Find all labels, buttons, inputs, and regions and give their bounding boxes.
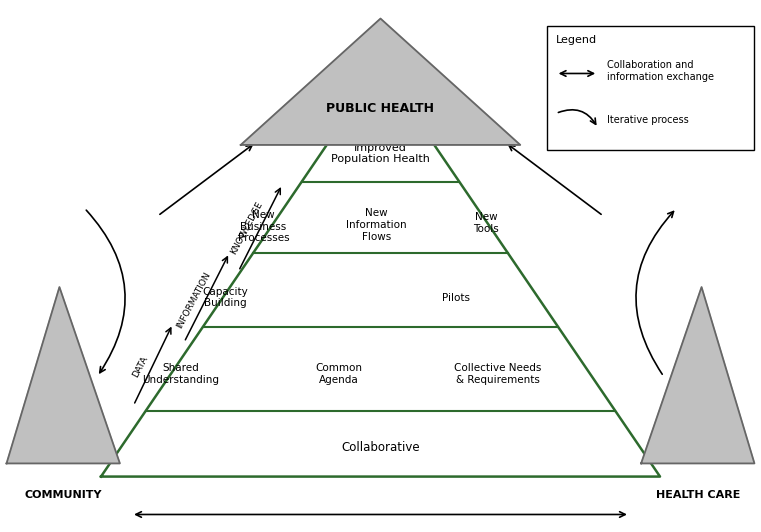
Text: New
Tools: New Tools	[473, 212, 499, 234]
Text: Collaborative: Collaborative	[341, 441, 420, 454]
Text: CHR:
Improved
Population Health: CHR: Improved Population Health	[331, 131, 430, 164]
Text: KNOWLEDGE: KNOWLEDGE	[229, 200, 265, 256]
Polygon shape	[641, 287, 754, 463]
Text: Shared
Understanding: Shared Understanding	[142, 363, 219, 385]
FancyBboxPatch shape	[546, 27, 754, 150]
Text: Collaboration and
information exchange: Collaboration and information exchange	[607, 60, 714, 81]
Text: Pilots: Pilots	[442, 293, 470, 303]
Text: COMMUNITY: COMMUNITY	[24, 490, 102, 500]
Polygon shape	[240, 19, 521, 145]
Text: Iterative process: Iterative process	[607, 115, 689, 126]
Text: DATA: DATA	[131, 355, 150, 379]
Text: INFORMATION: INFORMATION	[175, 270, 212, 330]
Text: HEALTH CARE: HEALTH CARE	[655, 490, 740, 500]
Text: PUBLIC HEALTH: PUBLIC HEALTH	[326, 102, 435, 114]
Text: Capacity
Building: Capacity Building	[202, 287, 249, 309]
Text: Collective Needs
& Requirements: Collective Needs & Requirements	[454, 363, 541, 385]
Text: Legend: Legend	[556, 35, 597, 45]
Text: New
Information
Flows: New Information Flows	[346, 209, 407, 242]
Polygon shape	[7, 287, 120, 463]
Text: Common
Agenda: Common Agenda	[316, 363, 362, 385]
Text: New
Business
Processes: New Business Processes	[237, 210, 289, 243]
Polygon shape	[101, 66, 660, 477]
